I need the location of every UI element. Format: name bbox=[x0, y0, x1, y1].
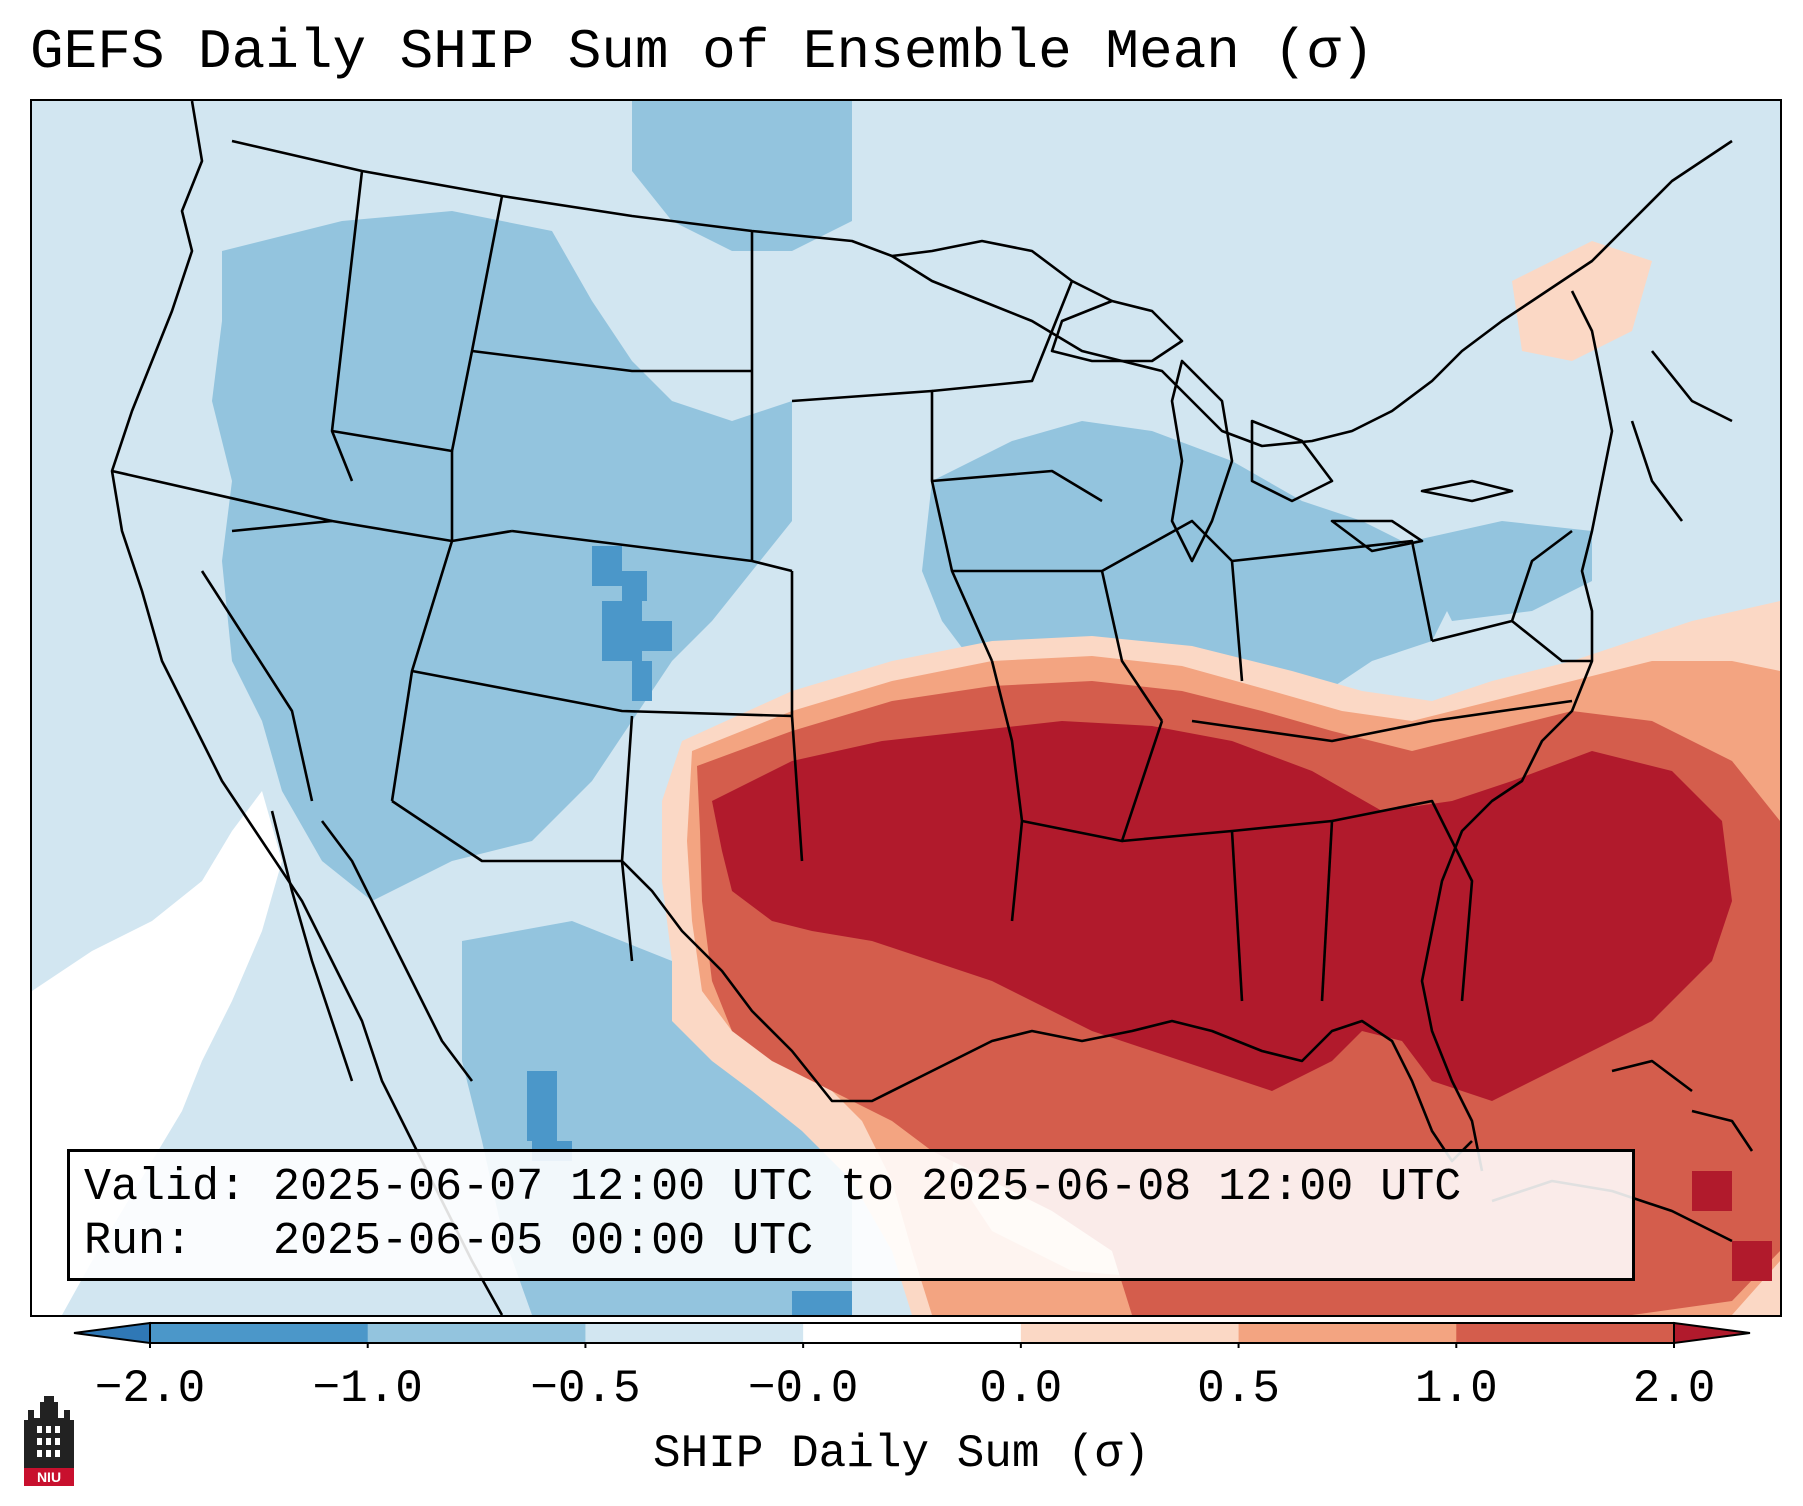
colorbar-extend-min bbox=[73, 1321, 151, 1345]
field-weak-positive-northeast bbox=[1512, 241, 1652, 361]
figure-title: GEFS Daily SHIP Sum of Ensemble Mean (σ) bbox=[30, 20, 1375, 84]
colorbar-tick-label: 2.0 bbox=[1632, 1363, 1716, 1415]
colorbar-outline bbox=[149, 1322, 1675, 1344]
colorbar-bin bbox=[1456, 1323, 1675, 1343]
colorbar bbox=[73, 1321, 1751, 1348]
map-panel bbox=[30, 99, 1782, 1317]
colorbar-tick-label: 1.0 bbox=[1414, 1363, 1498, 1415]
colorbar-bin bbox=[1020, 1323, 1240, 1343]
run-label: Run: bbox=[84, 1216, 193, 1267]
colorbar-bin bbox=[1238, 1323, 1457, 1343]
ship-field-map bbox=[32, 101, 1780, 1315]
colorbar-bin bbox=[367, 1323, 586, 1343]
run-row: Run: 2025-06-05 00:00 UTC bbox=[84, 1215, 1632, 1269]
colorbar-bin bbox=[585, 1323, 804, 1343]
colorbar-extend-max bbox=[1673, 1321, 1751, 1345]
colorbar-tick-label: 0.0 bbox=[979, 1363, 1063, 1415]
field-strong-negative-patches bbox=[527, 546, 852, 1315]
svg-text:NIU: NIU bbox=[37, 1469, 61, 1485]
valid-row: Valid: 2025-06-07 12:00 UTC to 2025-06-0… bbox=[84, 1161, 1632, 1215]
colorbar-tick-label: −1.0 bbox=[312, 1363, 423, 1415]
colorbar-tick-label: −0.5 bbox=[530, 1363, 641, 1415]
colorbar-tick-label: −2.0 bbox=[94, 1363, 206, 1415]
field-extreme-positive-caribbean bbox=[1692, 1171, 1772, 1281]
valid-value: 2025-06-07 12:00 UTC to 2025-06-08 12:00… bbox=[273, 1162, 1462, 1213]
info-box: Valid: 2025-06-07 12:00 UTC to 2025-06-0… bbox=[67, 1149, 1635, 1281]
colorbar-tick-label: 0.5 bbox=[1197, 1363, 1280, 1415]
niu-logo: NIU bbox=[24, 1396, 74, 1486]
run-value: 2025-06-05 00:00 UTC bbox=[273, 1216, 814, 1267]
colorbar-tick-label: −0.0 bbox=[747, 1363, 859, 1415]
colorbar-label: SHIP Daily Sum (σ) bbox=[653, 1428, 1150, 1480]
valid-label: Valid: bbox=[84, 1162, 247, 1213]
colorbar-bin bbox=[803, 1323, 1022, 1343]
colorbar-bin bbox=[150, 1323, 369, 1343]
